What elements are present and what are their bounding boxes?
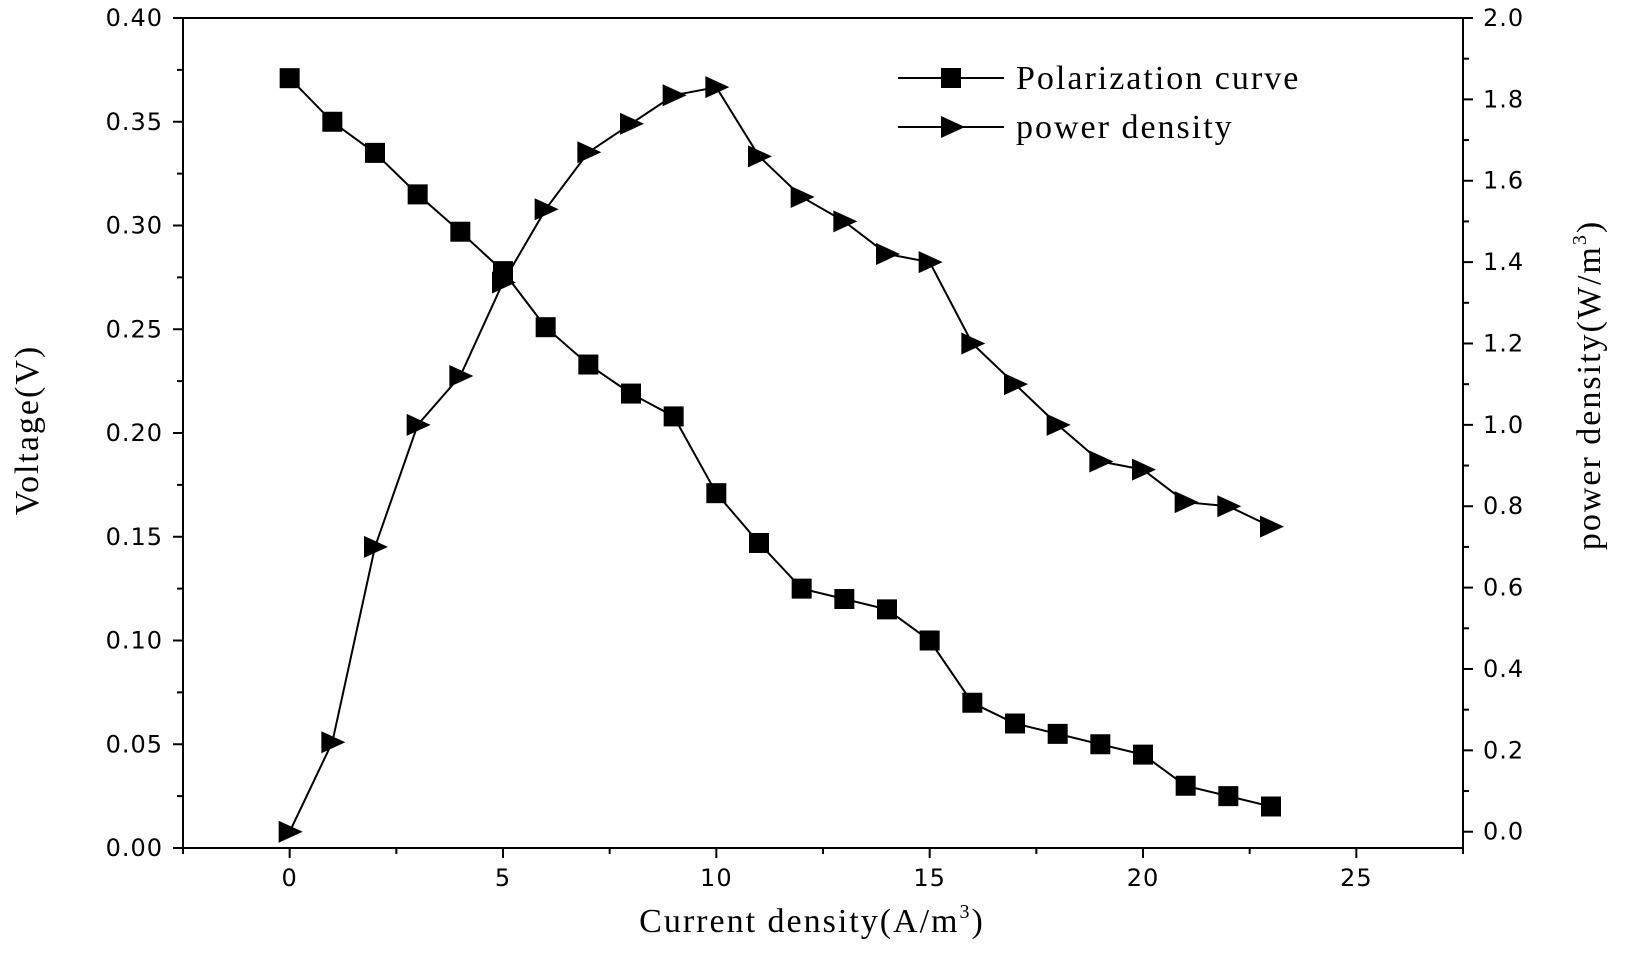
series-line-polarization bbox=[288, 77, 1272, 808]
data-point-triangle bbox=[1217, 495, 1242, 518]
data-point-triangle bbox=[534, 198, 559, 221]
x-axis-title: Current density(A/m3) bbox=[639, 901, 985, 940]
data-point-square bbox=[365, 142, 385, 163]
data-point-triangle bbox=[833, 210, 858, 233]
y-left-tick-label: 0.40 bbox=[106, 4, 163, 32]
data-point-triangle bbox=[1174, 491, 1199, 514]
y-right-tick-label: 0.0 bbox=[1483, 818, 1524, 846]
y-axis-right-title-sup: 3 bbox=[1569, 233, 1591, 245]
data-point-square bbox=[578, 354, 599, 375]
axes: 0 5 10 15 20 25 0.00 0.05 0.10 0.15 0.20 0.25 0.30 0.… bbox=[106, 4, 1524, 892]
y-left-tick-label: 0.35 bbox=[106, 108, 163, 136]
data-point-square bbox=[535, 317, 556, 338]
data-point-triangle bbox=[406, 413, 431, 436]
x-tick-label: 20 bbox=[1127, 864, 1160, 892]
data-point-square bbox=[1133, 744, 1153, 765]
plot-frame bbox=[182, 17, 1464, 849]
data-point-triangle bbox=[1046, 413, 1071, 436]
data-point-square bbox=[919, 630, 940, 651]
legend-label-power: power density bbox=[1016, 109, 1234, 146]
y-left-tick-label: 0.30 bbox=[106, 212, 163, 240]
y-right-tick-label: 0.2 bbox=[1483, 736, 1524, 764]
x-tick-label: 5 bbox=[495, 864, 511, 892]
y-right-tick-label: 1.4 bbox=[1483, 248, 1524, 276]
x-tick-label: 25 bbox=[1340, 864, 1373, 892]
x-axis-title-main: Current density(A/m bbox=[639, 903, 959, 940]
data-point-triangle bbox=[1132, 458, 1156, 481]
data-point-square bbox=[834, 589, 855, 609]
x-tick-label: 15 bbox=[913, 864, 946, 892]
data-point-triangle bbox=[321, 731, 346, 754]
y-left-tick-label: 0.10 bbox=[106, 627, 163, 655]
y-axis-right-title-close: ) bbox=[1571, 220, 1608, 233]
x-tick-label: 0 bbox=[282, 864, 298, 892]
data-point-square bbox=[1218, 786, 1239, 807]
data-point-square bbox=[1261, 796, 1281, 817]
data-point-triangle bbox=[492, 271, 516, 294]
series-layer bbox=[278, 68, 1284, 843]
data-point-triangle bbox=[705, 76, 730, 99]
y-axis-right-title-main: power density(W/m bbox=[1571, 245, 1608, 550]
data-point-square bbox=[1047, 723, 1068, 744]
data-point-triangle bbox=[961, 332, 986, 355]
data-point-triangle bbox=[449, 365, 474, 388]
data-point-triangle bbox=[748, 145, 772, 168]
data-point-triangle bbox=[918, 251, 943, 274]
data-point-triangle bbox=[620, 112, 644, 135]
data-point-square bbox=[663, 406, 684, 427]
data-point-square bbox=[706, 483, 727, 504]
y-right-tick-label: 1.6 bbox=[1483, 167, 1524, 195]
data-point-square bbox=[791, 578, 812, 599]
data-point-triangle bbox=[1089, 450, 1114, 473]
legend-label-polarization: Polarization curve bbox=[1016, 60, 1300, 97]
data-point-square bbox=[877, 599, 897, 620]
y-right-tick-label: 1.2 bbox=[1483, 329, 1524, 357]
data-point-square bbox=[962, 692, 983, 713]
y-right-tick-label: 1.8 bbox=[1483, 85, 1524, 113]
x-tick-label: 10 bbox=[700, 864, 733, 892]
y-left-tick-label: 0.05 bbox=[106, 730, 163, 758]
y-right-tick-label: 1.0 bbox=[1483, 411, 1524, 439]
y-left-tick-label: 0.20 bbox=[106, 419, 163, 447]
y-axis-right-title: power density(W/m3) bbox=[1569, 220, 1608, 550]
data-point-square bbox=[1090, 734, 1111, 755]
data-point-triangle bbox=[876, 242, 900, 265]
data-point-triangle bbox=[278, 820, 303, 843]
data-point-triangle bbox=[1004, 373, 1028, 396]
y-left-tick-label: 0.15 bbox=[106, 523, 163, 551]
y-right-tick-label: 0.8 bbox=[1483, 492, 1524, 520]
data-point-triangle bbox=[364, 535, 388, 558]
legend: Polarization curve power density bbox=[898, 60, 1300, 146]
y-right-tick-label: 0.6 bbox=[1483, 574, 1524, 602]
data-point-square bbox=[1175, 775, 1196, 796]
data-point-square bbox=[407, 184, 428, 205]
data-point-square bbox=[450, 221, 471, 242]
y-axis-left-title: Voltage(V) bbox=[9, 345, 46, 515]
legend-marker-triangle bbox=[941, 116, 965, 138]
x-axis-title-close: ) bbox=[972, 903, 985, 940]
data-point-triangle bbox=[662, 84, 687, 107]
data-point-triangle bbox=[790, 186, 815, 209]
x-axis-title-sup: 3 bbox=[960, 901, 972, 923]
data-point-square bbox=[322, 111, 343, 132]
data-point-square bbox=[621, 383, 641, 404]
legend-marker-square bbox=[941, 68, 961, 88]
data-point-square bbox=[749, 532, 769, 553]
data-point-square bbox=[1005, 713, 1025, 734]
data-point-triangle bbox=[577, 141, 602, 164]
y-right-tick-label: 2.0 bbox=[1483, 4, 1524, 32]
y-left-tick-label: 0.25 bbox=[106, 315, 163, 343]
y-left-tick-label: 0.00 bbox=[106, 834, 163, 862]
series-line-power-density bbox=[288, 86, 1272, 833]
data-point-square bbox=[279, 68, 300, 89]
data-point-triangle bbox=[1260, 515, 1284, 538]
y-right-tick-label: 0.4 bbox=[1483, 655, 1524, 683]
